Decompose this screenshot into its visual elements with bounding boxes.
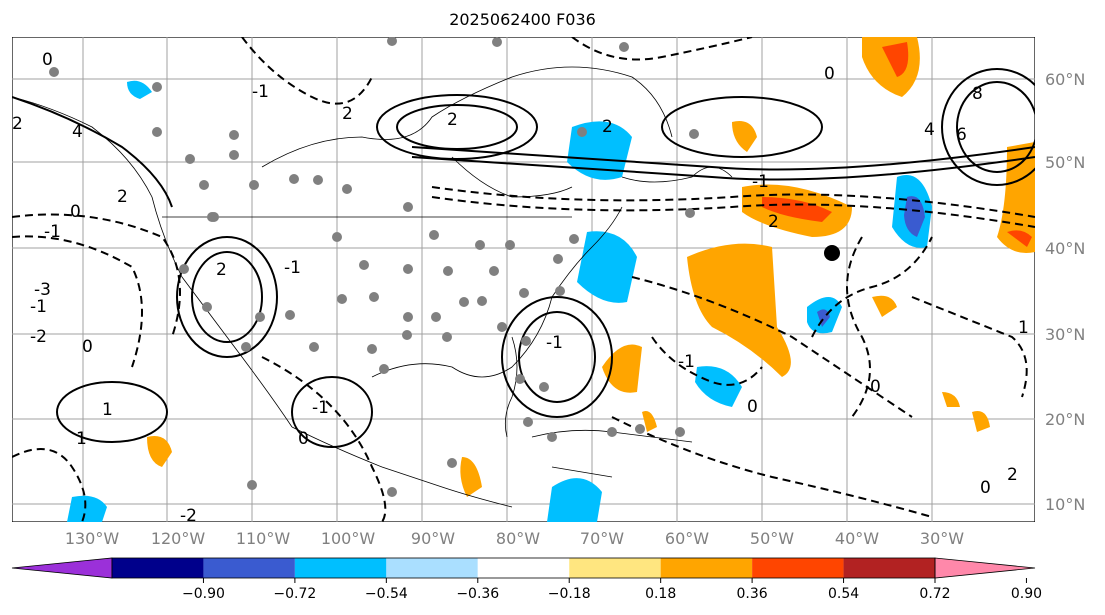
- lon-label: 60°W: [665, 529, 709, 548]
- lon-label: 120°W: [151, 529, 206, 548]
- colorbar-outline: [111, 557, 936, 579]
- longitude-labels: 130°W 120°W 110°W 100°W 90°W 80°W 70°W 6…: [65, 529, 964, 548]
- colorbar-tick-label: −0.72: [273, 586, 316, 602]
- lat-label: 40°N: [1045, 239, 1085, 258]
- colorbar-tick-label: 0.72: [919, 586, 950, 602]
- colorbar-tick-label: 0.54: [828, 586, 859, 602]
- svg-text:1: 1: [1018, 318, 1029, 338]
- colorbar-tick-label: 0.36: [737, 586, 768, 602]
- contour-labels: 0 2 0 -1 2 -1 2 2 4 2 0 -1 -2 -3 -1 0 1 …: [12, 50, 1029, 522]
- svg-text:2: 2: [1007, 465, 1018, 485]
- lat-label: 10°N: [1045, 495, 1085, 514]
- svg-text:-2: -2: [30, 327, 47, 347]
- lon-label: 70°W: [580, 529, 624, 548]
- black-point-marker: [824, 245, 840, 261]
- colorbar-tick-label: −0.54: [365, 586, 408, 602]
- svg-text:0: 0: [980, 478, 991, 498]
- svg-text:2: 2: [342, 104, 353, 124]
- svg-text:4: 4: [72, 122, 83, 142]
- lon-label: 130°W: [65, 529, 120, 548]
- colorbar-segment: [112, 558, 204, 578]
- lon-label: 40°W: [835, 529, 879, 548]
- svg-text:0: 0: [298, 429, 309, 449]
- shaded-anomalies: [67, 37, 1035, 522]
- colorbar-extend-low: [11, 557, 113, 579]
- svg-text:-3: -3: [34, 280, 51, 300]
- svg-text:0: 0: [70, 202, 81, 222]
- svg-text:-1: -1: [678, 352, 695, 372]
- latitude-labels: 60°N 50°N 40°N 30°N 20°N 10°N: [1045, 70, 1085, 514]
- svg-text:8: 8: [972, 84, 983, 104]
- svg-text:-1: -1: [546, 333, 563, 353]
- map-panel: 0 2 0 -1 2 -1 2 2 4 2 0 -1 -2 -3 -1 0 1 …: [12, 37, 1035, 522]
- svg-text:-1: -1: [312, 398, 329, 418]
- svg-text:0: 0: [824, 64, 835, 84]
- lat-label: 30°N: [1045, 325, 1085, 344]
- svg-text:0: 0: [42, 50, 53, 70]
- colorbar-segments: [11, 557, 1036, 579]
- colorbar-segment: [386, 558, 478, 578]
- svg-text:-1: -1: [44, 222, 61, 242]
- colorbar-segment: [477, 558, 570, 578]
- svg-text:-1: -1: [284, 258, 301, 278]
- map-title: 2025062400 F036: [449, 10, 596, 29]
- lon-label: 90°W: [411, 529, 455, 548]
- colorbar-tick-label: 0.90: [1011, 586, 1042, 602]
- svg-text:-1: -1: [30, 297, 47, 317]
- svg-text:1: 1: [76, 429, 87, 449]
- colorbar-tick-label: −0.18: [548, 586, 591, 602]
- svg-text:-2: -2: [180, 506, 197, 522]
- svg-text:2: 2: [447, 110, 458, 130]
- svg-text:0: 0: [82, 337, 93, 357]
- svg-text:2: 2: [117, 187, 128, 207]
- colorbar-segment: [294, 558, 387, 578]
- station-markers: [49, 37, 699, 497]
- colorbar-ticks: −0.90 −0.72 −0.54 −0.36 −0.18 0.18 0.36 0.54 0.7…: [182, 578, 1042, 602]
- svg-text:1: 1: [102, 400, 113, 420]
- svg-text:-1: -1: [752, 172, 769, 192]
- svg-text:2: 2: [602, 117, 613, 137]
- lat-label: 60°N: [1045, 70, 1085, 89]
- lat-label: 50°N: [1045, 153, 1085, 172]
- colorbar-tick-label: −0.90: [182, 586, 225, 602]
- colorbar-segment: [660, 558, 753, 578]
- lon-label: 110°W: [236, 529, 291, 548]
- svg-text:2: 2: [768, 212, 779, 232]
- colorbar-extend-high: [934, 557, 1036, 579]
- lat-label: 20°N: [1045, 410, 1085, 429]
- svg-text:4: 4: [924, 120, 935, 140]
- dashed-contours: [12, 37, 1035, 522]
- colorbar-segment: [752, 558, 844, 578]
- lon-label: 80°W: [496, 529, 540, 548]
- colorbar-tick-label: 0.18: [645, 586, 676, 602]
- colorbar-segment: [843, 558, 935, 578]
- svg-text:2: 2: [12, 114, 23, 134]
- colorbar: −0.90 −0.72 −0.54 −0.36 −0.18 0.18 0.36 0.54 0.7…: [11, 557, 1042, 602]
- solid-contours: [12, 68, 1035, 448]
- colorbar-segment: [569, 558, 661, 578]
- colorbar-tick-label: −0.36: [456, 586, 499, 602]
- lon-label: 100°W: [321, 529, 376, 548]
- svg-text:-1: -1: [252, 82, 269, 102]
- lon-label: 30°W: [920, 529, 964, 548]
- svg-text:0: 0: [747, 397, 758, 417]
- svg-text:2: 2: [216, 260, 227, 280]
- svg-text:0: 0: [870, 377, 881, 397]
- colorbar-segment: [203, 558, 295, 578]
- lon-label: 50°W: [750, 529, 794, 548]
- svg-text:6: 6: [956, 125, 967, 145]
